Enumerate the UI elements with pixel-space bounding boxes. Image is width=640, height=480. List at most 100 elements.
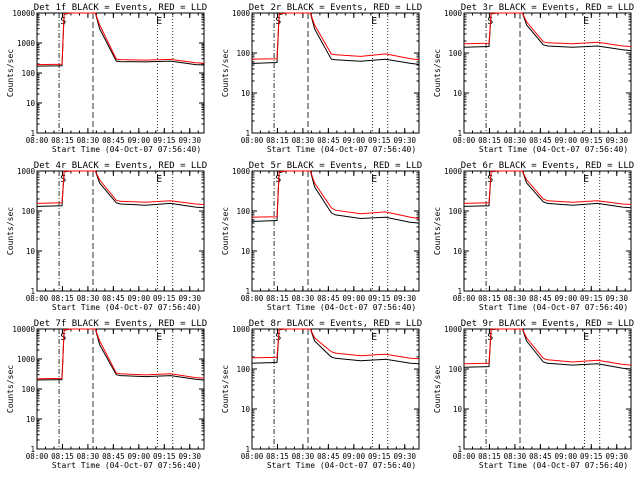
y-tick-label: 100 [448, 365, 462, 374]
chart-panel-5: Det 5r BLACK = Events, RED = LLD 1 10 100 10… [221, 161, 422, 312]
y-tick-label: 100 [448, 49, 462, 58]
x-tick-label: 09:30 [393, 294, 416, 303]
y-axis-label: Counts/sec [433, 49, 442, 97]
x-axis-label: Start Time (04-Oct-07 07:56:40) [479, 303, 628, 312]
y-tick-label: 1 [245, 129, 250, 138]
y-axis-label: Counts/sec [221, 365, 230, 413]
x-tick-label: 08:45 [102, 136, 125, 145]
lld-series-line [36, 12, 205, 66]
y-tick-label: 100 [21, 207, 35, 216]
x-axis-label: Start Time (04-Oct-07 07:56:40) [479, 145, 628, 154]
x-tick-label: 09:15 [368, 136, 391, 145]
end-marker-label: E [156, 332, 162, 343]
y-tick-label: 10000 [12, 325, 35, 334]
y-tick-label: 1 [245, 287, 250, 296]
x-tick-label: 09:15 [368, 452, 391, 461]
x-tick-label: 09:30 [605, 452, 628, 461]
x-tick-label: 08:15 [51, 294, 74, 303]
y-tick-label: 1000 [444, 167, 463, 176]
x-tick-label: 09:15 [153, 452, 176, 461]
y-tick-label: 10 [26, 247, 36, 256]
x-tick-label: 09:30 [178, 136, 201, 145]
plot-frame [463, 12, 632, 134]
x-tick-label: 08:00 [453, 452, 476, 461]
chart-title: Det 1f BLACK = Events, RED = LLD [34, 3, 207, 13]
x-axis-label: Start Time (04-Oct-07 07:56:40) [52, 145, 201, 154]
x-tick-label: 08:15 [478, 136, 501, 145]
y-tick-label: 100 [236, 365, 250, 374]
end-marker-label: E [583, 174, 589, 185]
y-tick-label: 1000 [444, 325, 463, 334]
x-tick-label: 08:45 [529, 452, 552, 461]
lld-series-line [251, 12, 420, 61]
x-axis-label: Start Time (04-Oct-07 07:56:40) [267, 461, 416, 470]
y-tick-label: 10 [241, 405, 251, 414]
plot-frame [251, 170, 420, 292]
x-tick-label: 08:15 [51, 136, 74, 145]
y-tick-label: 10 [241, 89, 251, 98]
chart-panel-2: Det 2r BLACK = Events, RED = LLD 1 10 100 10… [221, 3, 422, 154]
end-marker-label: E [371, 332, 377, 343]
y-tick-label: 10 [241, 247, 251, 256]
x-tick-label: 08:30 [292, 136, 315, 145]
x-tick-label: 08:30 [77, 294, 100, 303]
x-tick-label: 08:45 [529, 294, 552, 303]
x-tick-label: 09:30 [178, 452, 201, 461]
x-tick-label: 08:45 [317, 294, 340, 303]
chart-title: Det 9r BLACK = Events, RED = LLD [461, 319, 634, 329]
chart-panel-4: Det 4r BLACK = Events, RED = LLD 1 10 100 10… [6, 161, 207, 312]
chart-title: Det 5r BLACK = Events, RED = LLD [249, 161, 422, 171]
x-tick-label: 08:15 [266, 294, 289, 303]
y-tick-label: 1 [245, 445, 250, 454]
x-axis-label: Start Time (04-Oct-07 07:56:40) [52, 303, 201, 312]
y-axis-label: Counts/sec [221, 207, 230, 255]
x-tick-label: 08:45 [529, 136, 552, 145]
chart-title: Det 2r BLACK = Events, RED = LLD [249, 3, 422, 13]
chart-title: Det 8r BLACK = Events, RED = LLD [249, 319, 422, 329]
x-axis-label: Start Time (04-Oct-07 07:56:40) [267, 303, 416, 312]
x-tick-label: 08:00 [26, 294, 49, 303]
end-marker-label: E [156, 16, 162, 27]
chart-panel-1: Det 1f BLACK = Events, RED = LLD 1 10 100 10… [6, 3, 207, 154]
x-tick-label: 08:15 [266, 136, 289, 145]
y-tick-label: 1000 [17, 39, 36, 48]
x-tick-label: 09:15 [153, 294, 176, 303]
chart-title: Det 3r BLACK = Events, RED = LLD [461, 3, 634, 13]
lld-series-line [251, 328, 420, 360]
x-tick-label: 09:00 [128, 452, 151, 461]
y-tick-label: 10 [453, 247, 463, 256]
x-tick-label: 09:00 [555, 294, 578, 303]
end-marker-label: E [371, 16, 377, 27]
y-axis-label: Counts/sec [433, 365, 442, 413]
x-tick-label: 09:15 [580, 452, 603, 461]
x-tick-label: 08:30 [77, 136, 100, 145]
lld-series-line [36, 328, 205, 380]
chart-panel-7: Det 7f BLACK = Events, RED = LLD 1 10 100 10… [6, 319, 207, 470]
lld-series-line [463, 170, 632, 205]
x-tick-label: 09:00 [343, 294, 366, 303]
x-tick-label: 08:00 [453, 136, 476, 145]
x-tick-label: 09:30 [605, 294, 628, 303]
x-tick-label: 08:00 [241, 294, 264, 303]
x-tick-label: 08:00 [26, 136, 49, 145]
y-axis-label: Counts/sec [6, 207, 15, 255]
x-tick-label: 09:30 [605, 136, 628, 145]
x-tick-label: 09:00 [555, 136, 578, 145]
y-tick-label: 1 [457, 445, 462, 454]
x-tick-label: 09:30 [393, 452, 416, 461]
y-tick-label: 10 [26, 415, 36, 424]
x-tick-label: 08:15 [478, 452, 501, 461]
plot-frame [463, 170, 632, 292]
chart-panel-8: Det 8r BLACK = Events, RED = LLD 1 10 100 10… [221, 319, 422, 470]
x-axis-label: Start Time (04-Oct-07 07:56:40) [52, 461, 201, 470]
lld-series-line [463, 12, 632, 47]
x-tick-label: 09:00 [555, 452, 578, 461]
end-marker-label: E [156, 174, 162, 185]
x-tick-label: 08:45 [102, 452, 125, 461]
x-tick-label: 09:15 [580, 294, 603, 303]
y-tick-label: 10 [26, 99, 36, 108]
y-tick-label: 1 [457, 287, 462, 296]
y-tick-label: 100 [236, 49, 250, 58]
x-tick-label: 08:00 [453, 294, 476, 303]
